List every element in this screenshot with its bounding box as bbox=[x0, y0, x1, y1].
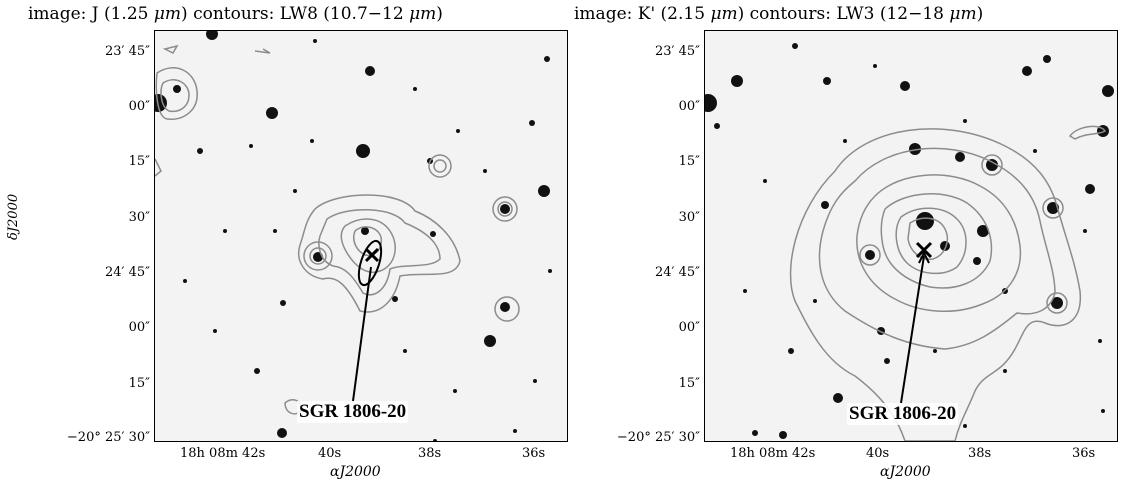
y-tick-label: 15″ bbox=[128, 154, 150, 169]
y-tick-label: 23′ 45″ bbox=[104, 44, 150, 59]
x-tick-label: 18h 08m 42s bbox=[180, 446, 266, 461]
panel-left-field bbox=[155, 31, 552, 441]
y-tick-label: 15″ bbox=[678, 376, 700, 391]
x-tick-label: 36s bbox=[1072, 446, 1096, 461]
y-tick-label: 24′ 45″ bbox=[104, 265, 150, 280]
y-tick-label: 15″ bbox=[678, 154, 700, 169]
panel-right-field bbox=[705, 43, 1114, 441]
x-tick-label: 40s bbox=[866, 446, 890, 461]
y-tick-label: −20° 25′ 30″ bbox=[66, 430, 150, 445]
x-axis-title: αJ2000 bbox=[880, 464, 931, 480]
panel-right-source-label: SGR 1806-20 bbox=[847, 403, 959, 425]
y-axis-title: δJ2000 bbox=[6, 193, 21, 240]
x-tick-label: 38s bbox=[418, 446, 442, 461]
y-tick-label: 24′ 45″ bbox=[654, 265, 700, 280]
y-tick-label: −20° 25′ 30″ bbox=[616, 430, 700, 445]
y-tick-label: 23′ 45″ bbox=[654, 44, 700, 59]
y-tick-label: 30″ bbox=[128, 210, 150, 225]
panel-left-image: SGR 1806-20 bbox=[154, 30, 568, 442]
x-tick-label: 38s bbox=[968, 446, 992, 461]
y-tick-label: 15″ bbox=[128, 376, 150, 391]
panel-left-source-label: SGR 1806-20 bbox=[297, 401, 409, 423]
panel-left-title: image: J (1.25 μm) contours: LW8 (10.7−1… bbox=[28, 4, 443, 24]
y-tick-label: 00″ bbox=[128, 320, 150, 335]
panel-right-title: image: K' (2.15 μm) contours: LW3 (12−18… bbox=[574, 4, 984, 24]
x-axis-title: αJ2000 bbox=[330, 464, 381, 480]
x-tick-label: 36s bbox=[522, 446, 546, 461]
x-tick-label: 40s bbox=[318, 446, 342, 461]
y-tick-label: 00″ bbox=[678, 99, 700, 114]
y-tick-label: 00″ bbox=[128, 99, 150, 114]
panel-right-image: SGR 1806-20 bbox=[704, 30, 1118, 442]
y-tick-label: 30″ bbox=[678, 210, 700, 225]
y-tick-label: 00″ bbox=[678, 320, 700, 335]
x-tick-label: 18h 08m 42s bbox=[730, 446, 816, 461]
